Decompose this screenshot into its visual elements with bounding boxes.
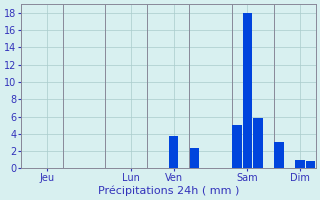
Bar <box>190 148 199 168</box>
Bar <box>253 118 263 168</box>
Bar <box>306 161 315 168</box>
Bar <box>274 142 284 168</box>
X-axis label: Précipitations 24h ( mm ): Précipitations 24h ( mm ) <box>98 185 239 196</box>
Bar <box>243 13 252 168</box>
Bar <box>169 136 178 168</box>
Bar <box>232 125 242 168</box>
Bar <box>295 160 305 168</box>
